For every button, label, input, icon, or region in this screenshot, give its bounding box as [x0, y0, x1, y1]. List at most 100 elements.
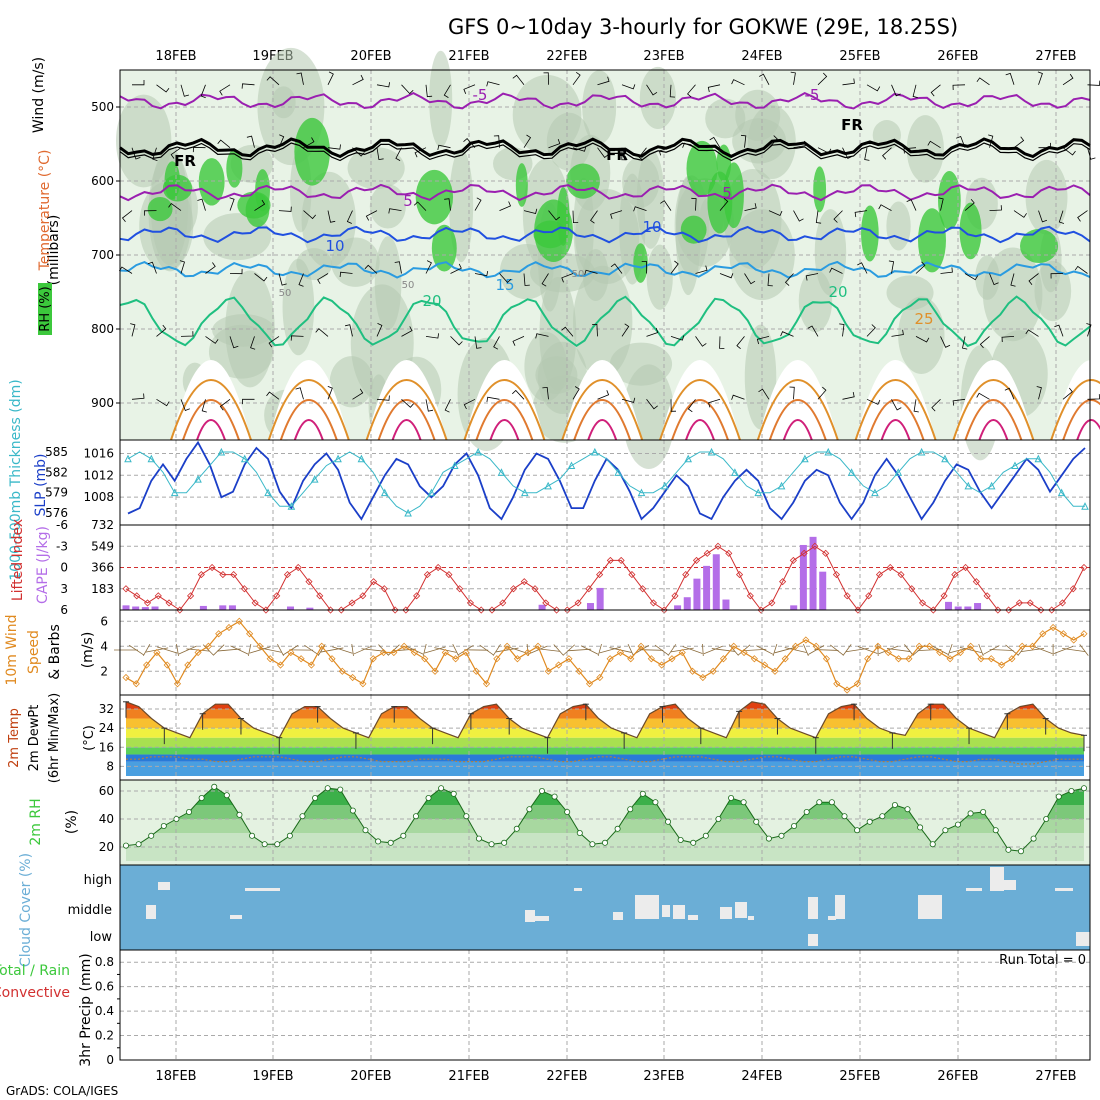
run-total-label: Run Total = 0 — [999, 953, 1086, 968]
wind-barb — [695, 265, 708, 274]
rh2m-marker — [992, 827, 999, 834]
wind-barb-10m — [176, 643, 179, 657]
wind-speed-marker — [153, 648, 161, 657]
contour-label: -5 — [805, 86, 820, 104]
wind-barb — [197, 198, 206, 211]
rh2m-marker — [337, 786, 344, 793]
wind-barb-10m — [128, 644, 144, 656]
wind-barb — [915, 336, 930, 343]
wind-barb — [708, 398, 721, 408]
wind-speed-marker — [204, 642, 212, 650]
lifted-index-marker — [262, 606, 270, 614]
rh2m-marker — [1081, 785, 1088, 792]
rh2m-axis-label-1: 2m RH — [28, 798, 44, 845]
wind-speed-marker — [1008, 655, 1016, 663]
wind-speed-marker — [246, 630, 254, 638]
rh-high-fill — [686, 140, 718, 196]
wind-barb — [930, 84, 941, 97]
wind-barb — [768, 135, 778, 148]
wind-barb — [443, 84, 451, 98]
wind-speed-marker — [338, 667, 346, 675]
rh-contour-fill — [369, 184, 406, 229]
wind-barb — [695, 336, 707, 347]
rh2m-marker — [488, 841, 495, 848]
cloud-box — [673, 905, 685, 919]
cape-bar — [122, 605, 130, 610]
wind-barb-10m — [842, 644, 852, 656]
wind-barb — [646, 327, 659, 337]
lifted-index-marker — [1015, 599, 1023, 607]
rh-contour-fill — [530, 252, 596, 293]
thickness-tick-label: 579 — [45, 486, 68, 500]
wind-barb — [572, 146, 587, 152]
bottom-date-label: 22FEB — [546, 1069, 587, 1084]
wind-barb — [1001, 336, 1015, 343]
wind-barb — [719, 336, 725, 349]
wind-barb-10m — [682, 646, 703, 654]
rh2m-marker — [526, 806, 533, 813]
wind-barb — [768, 210, 783, 217]
lifted-index-marker — [1048, 606, 1056, 614]
contour-label: 15 — [495, 276, 514, 294]
wind-barb — [670, 335, 685, 341]
rh-contour-fill — [1025, 159, 1068, 235]
rh-high-fill — [861, 205, 879, 262]
lifted-index-marker — [800, 549, 808, 557]
wind-barb — [597, 147, 609, 158]
wind-barb — [891, 84, 901, 97]
rh2m-marker — [299, 813, 306, 820]
surface-isotherm — [391, 419, 422, 441]
wind-barb — [303, 210, 317, 220]
thickness-marker — [684, 454, 693, 463]
lifted-index-marker — [143, 599, 152, 607]
wind-barb — [376, 323, 383, 337]
wind-barb — [170, 147, 182, 159]
wind-speed-marker — [668, 655, 676, 663]
rh2m-marker — [1030, 835, 1037, 842]
lifted-index-marker — [757, 606, 765, 614]
wind-speed-marker — [915, 642, 923, 650]
wind-barb — [250, 336, 256, 350]
lifted-index-marker — [273, 592, 281, 600]
wind-barb — [1077, 210, 1088, 222]
lifted-index-marker — [983, 592, 991, 600]
surface-isotherm — [365, 379, 448, 441]
wind-barb-10m — [702, 643, 704, 657]
wind-barb — [486, 396, 500, 402]
precip-tick-label: 0.4 — [95, 1004, 114, 1018]
wind-barb — [401, 399, 414, 408]
wind-barb-10m — [259, 647, 282, 653]
lifted-index-marker — [122, 585, 130, 593]
wind-barb — [437, 144, 451, 150]
lifted-index-marker — [585, 585, 593, 593]
wind-barb — [254, 273, 268, 282]
temp-tick-label: 8 — [106, 759, 114, 773]
cloud-box — [662, 905, 670, 917]
thickness-marker — [170, 488, 179, 497]
wind-barb — [927, 140, 941, 149]
wind-barb — [1025, 329, 1039, 337]
cape-bar — [945, 601, 953, 610]
surface-isotherm — [170, 379, 252, 441]
cloud-box — [828, 916, 836, 920]
cloud-box — [735, 902, 747, 918]
wind-speed-marker — [709, 667, 717, 675]
cape-bar — [306, 607, 314, 610]
rh2m-marker — [261, 841, 268, 848]
cape-bar — [287, 606, 295, 610]
rh2m-marker — [665, 818, 672, 825]
contour-label: 10 — [325, 237, 344, 255]
wind-speed-marker — [1018, 642, 1026, 650]
bottom-date-label: 26FEB — [937, 1069, 978, 1084]
rh-contour-fill — [886, 201, 911, 251]
pressure-tick-label: 900 — [91, 396, 114, 410]
wind-speed-marker — [132, 680, 140, 688]
wind-speed-marker — [122, 673, 130, 682]
wind-barb — [317, 273, 329, 285]
cloud-axis-label: Cloud Cover (%) — [18, 853, 34, 967]
wind-speed-marker — [761, 661, 769, 669]
wind-speed-marker — [493, 655, 501, 663]
wind-barb — [278, 206, 292, 212]
wind-speed-marker — [585, 680, 594, 688]
wind-barb — [200, 84, 206, 99]
